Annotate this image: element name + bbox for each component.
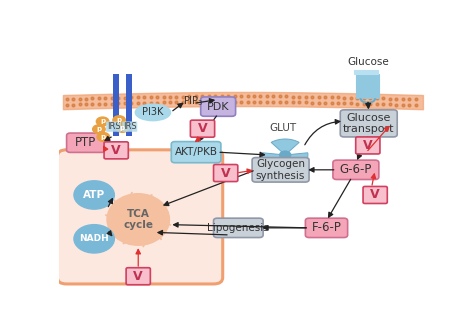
FancyBboxPatch shape (213, 164, 238, 182)
FancyBboxPatch shape (333, 160, 379, 180)
Text: V: V (111, 144, 121, 157)
FancyBboxPatch shape (252, 157, 309, 182)
Text: p: p (120, 125, 125, 131)
Text: ATP: ATP (83, 190, 105, 200)
Text: p: p (100, 119, 105, 125)
Wedge shape (285, 153, 308, 170)
Text: G-6-P: G-6-P (340, 163, 372, 176)
FancyBboxPatch shape (171, 142, 221, 163)
Bar (356, 74, 359, 98)
FancyBboxPatch shape (191, 120, 215, 137)
Ellipse shape (135, 104, 171, 121)
Circle shape (116, 124, 128, 132)
Text: AKT/PKB: AKT/PKB (174, 147, 218, 157)
Text: Lipogenesis: Lipogenesis (208, 223, 269, 233)
Text: V: V (221, 166, 230, 180)
FancyBboxPatch shape (213, 218, 263, 238)
Bar (354, 70, 378, 74)
Text: p: p (101, 134, 106, 140)
Text: Glucose: Glucose (347, 57, 389, 67)
FancyBboxPatch shape (126, 268, 150, 285)
Circle shape (96, 117, 109, 126)
Text: V: V (363, 139, 373, 152)
Circle shape (113, 116, 125, 125)
FancyBboxPatch shape (340, 110, 397, 137)
Text: NADH: NADH (79, 234, 109, 243)
FancyBboxPatch shape (104, 142, 128, 159)
Text: F-6-P: F-6-P (311, 221, 341, 234)
Text: V: V (370, 189, 380, 201)
Text: PIP$_3$: PIP$_3$ (183, 94, 204, 108)
FancyBboxPatch shape (201, 97, 236, 116)
Text: Glycogen
synthesis: Glycogen synthesis (256, 159, 305, 181)
Bar (126, 74, 132, 136)
Text: TCA
cycle: TCA cycle (123, 209, 153, 230)
Bar (113, 74, 119, 136)
Text: PDK: PDK (207, 102, 229, 112)
Circle shape (74, 225, 114, 253)
Text: p: p (117, 117, 122, 123)
Text: PI3K: PI3K (142, 108, 164, 118)
Text: PTP: PTP (75, 136, 97, 149)
Bar (372, 74, 375, 98)
Bar (368, 74, 371, 98)
FancyBboxPatch shape (57, 150, 223, 284)
FancyBboxPatch shape (356, 137, 380, 154)
Text: Glucose
transport: Glucose transport (343, 113, 394, 134)
FancyBboxPatch shape (363, 187, 387, 203)
Text: V: V (133, 270, 143, 283)
FancyBboxPatch shape (305, 218, 347, 238)
Wedge shape (263, 153, 285, 170)
FancyBboxPatch shape (66, 133, 105, 152)
Circle shape (93, 125, 105, 134)
Text: IRS: IRS (123, 122, 137, 131)
Circle shape (74, 181, 114, 209)
Circle shape (280, 151, 291, 159)
Bar (376, 74, 379, 98)
Text: V: V (198, 122, 207, 135)
Ellipse shape (107, 194, 170, 245)
Circle shape (97, 133, 109, 141)
Text: IRS: IRS (107, 122, 120, 131)
Wedge shape (271, 139, 299, 155)
Bar (364, 74, 367, 98)
Bar (360, 74, 363, 98)
Text: GLUT: GLUT (270, 123, 297, 133)
Text: p: p (96, 126, 101, 132)
